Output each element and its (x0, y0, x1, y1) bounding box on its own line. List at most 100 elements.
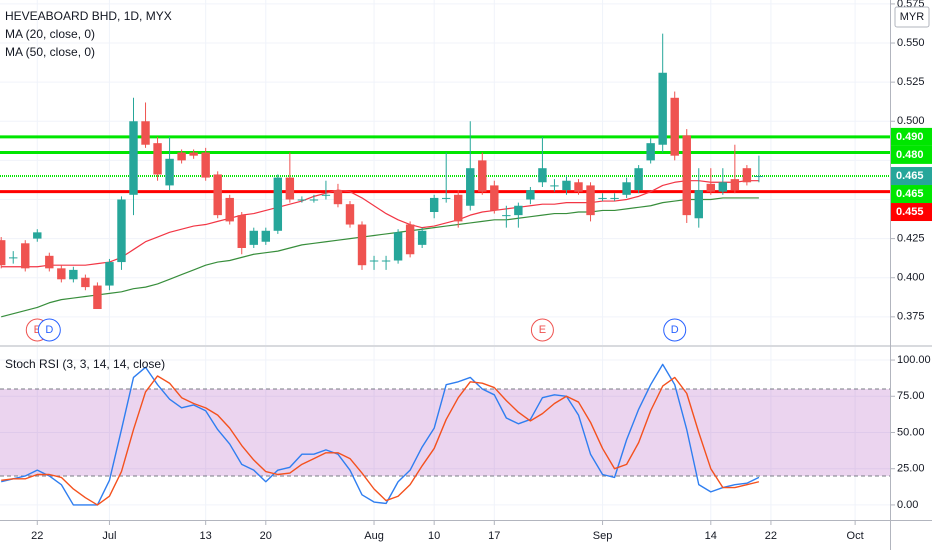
candle-body (502, 215, 511, 217)
price-label-box (891, 145, 932, 164)
currency-label: MYR (900, 11, 925, 23)
legend-entry: MA (50, close, 0) (5, 45, 95, 59)
candle-body (297, 199, 307, 201)
candle-body (21, 243, 30, 269)
candle-body (706, 183, 716, 192)
price-label: 0.465 (896, 170, 924, 182)
candle-body (93, 285, 102, 310)
labels: HEVEABOARD BHD, 1D, MYX MA (20, close, 0… (5, 6, 932, 371)
candle-body (129, 121, 138, 195)
candle-body (225, 197, 234, 222)
candle-body (357, 224, 367, 266)
x-tick-label: Oct (847, 530, 864, 542)
candle-body (45, 255, 54, 269)
ma-line (1, 197, 759, 318)
stoch-line (1, 375, 760, 506)
candle-body (309, 199, 319, 201)
price-label-box (891, 167, 932, 186)
candle-body (562, 180, 571, 191)
candle-body (393, 232, 403, 261)
price-label-box (891, 185, 932, 204)
x-tick-label: Aug (364, 530, 384, 542)
price-label: 0.455 (896, 206, 924, 218)
price-label: 0.465 (896, 188, 924, 200)
band-fill (0, 389, 890, 476)
candle-body (670, 97, 679, 156)
candle-body (201, 152, 210, 178)
event-label: E (34, 324, 41, 336)
x-tick-label: 13 (200, 530, 212, 542)
ma-line (1, 180, 759, 268)
candle-body (69, 269, 78, 280)
stoch-line (1, 363, 760, 506)
candle-body (550, 185, 559, 187)
candle-body (0, 240, 6, 266)
candle-body (369, 260, 379, 262)
candle-body (466, 168, 475, 206)
candle-body (165, 158, 174, 186)
candle-body (754, 176, 764, 178)
candle-body (454, 194, 463, 222)
price-label-box (891, 127, 932, 146)
candle-body (405, 224, 415, 255)
y-tick-label: 0.425 (897, 233, 925, 245)
price-pane (0, 0, 890, 345)
y-tick-label: 25.00 (897, 463, 925, 475)
candle-body (333, 190, 343, 205)
candle-body (718, 182, 728, 192)
event-label: D (671, 324, 679, 336)
candle-body (538, 168, 547, 183)
candle-body (177, 152, 186, 161)
candle-body (9, 257, 18, 259)
event-marker (663, 318, 687, 342)
candle-body (141, 121, 150, 145)
y-tick-label: 0.525 (897, 76, 925, 88)
y-tick-label: 100.00 (897, 354, 931, 366)
y-tick-label: 0.550 (897, 37, 925, 49)
x-tick-label: 14 (705, 530, 717, 542)
candle-body (81, 277, 90, 288)
candle-body (117, 199, 126, 263)
candle-body (249, 230, 258, 245)
candle-body (153, 143, 162, 175)
candle-body (634, 168, 643, 191)
candle-body (345, 204, 355, 225)
indicator-title: Stoch RSI (3, 3, 14, 14, close) (5, 357, 165, 371)
chart-title: HEVEABOARD BHD, 1D, MYX (5, 9, 172, 23)
price-label: 0.490 (896, 131, 924, 143)
event-marker (530, 318, 554, 342)
candle-body (526, 190, 535, 200)
y-tick-label: 0.400 (897, 272, 925, 284)
x-tick-label: 22 (31, 530, 43, 542)
candle-body (33, 232, 42, 239)
y-tick-label: 0.375 (897, 311, 925, 323)
x-tick-label: Jul (102, 530, 116, 542)
candle-body (490, 185, 499, 211)
candle-body (586, 185, 595, 216)
candle-body (742, 168, 752, 183)
event-label: D (45, 324, 53, 336)
price-label: 0.480 (896, 149, 924, 161)
candle-body (598, 197, 607, 199)
candle-body (105, 262, 114, 286)
candle-body (57, 268, 66, 280)
candle-body (610, 197, 619, 199)
x-tick-label: 17 (488, 530, 500, 542)
price-label-box (891, 203, 932, 222)
candle-body (478, 160, 487, 192)
candle-body (381, 260, 391, 262)
y-tick-label: 0.575 (897, 0, 925, 10)
candle-body (273, 177, 283, 231)
candle-body (682, 135, 691, 216)
candle-body (622, 182, 631, 195)
candle-body (646, 143, 655, 161)
x-tick-label: 20 (260, 530, 272, 542)
candle-body (574, 182, 583, 192)
candle-body (441, 197, 451, 199)
x-tick-label: 10 (428, 530, 440, 542)
y-tick-label: 0.500 (897, 115, 925, 127)
candle-body (261, 230, 271, 242)
candle-body (285, 177, 295, 200)
